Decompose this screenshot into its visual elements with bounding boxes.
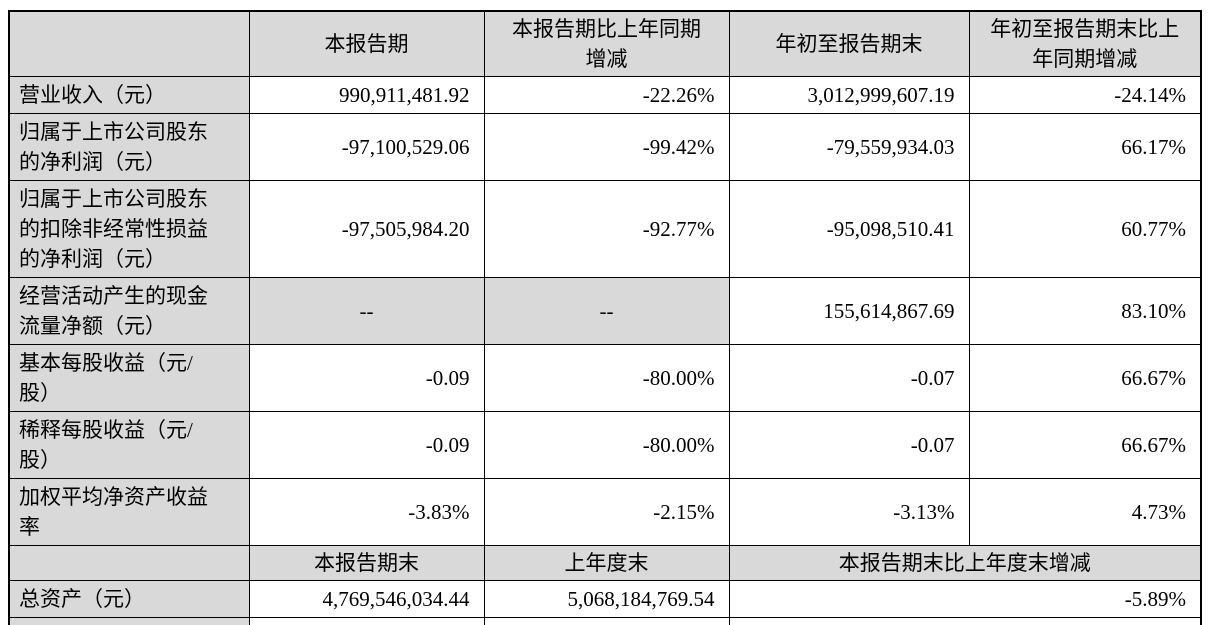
value-cell: 3,012,999,607.19 [728, 76, 970, 114]
value-cell: -22.26% [483, 76, 730, 114]
row-label: 归属于上市公司股东 的扣除非经常性损益 的净利润（元） [8, 180, 250, 278]
table-row-operating-cash-flow: 经营活动产生的现金 流量净额（元） -- -- 155,614,867.69 8… [8, 277, 1202, 345]
col-header-current-period: 本报告期 [248, 10, 485, 77]
value-cell: -0.09 [248, 344, 485, 412]
value-cell-empty: -- [248, 277, 485, 345]
financial-summary-table: 本报告期 本报告期比上年同期 增减 年初至报告期末 年初至报告期末比上 年同期增… [8, 10, 1202, 625]
value-cell: -3.13% [728, 478, 970, 546]
value-cell: -92.77% [483, 180, 730, 278]
value-cell: 83.10% [968, 277, 1202, 345]
value-cell: 2,497,579,067.40 [248, 617, 485, 625]
value-cell: -0.07 [728, 344, 970, 412]
table-row-equity: 归属于上市公司股东 的所有者权益（元） 2,497,579,067.40 2,5… [8, 617, 1202, 625]
header-row-period: 本报告期 本报告期比上年同期 增减 年初至报告期末 年初至报告期末比上 年同期增… [8, 10, 1202, 77]
value-cell: -97,505,984.20 [248, 180, 485, 278]
value-cell: -2.15% [483, 478, 730, 546]
value-cell: 66.67% [968, 411, 1202, 479]
row-label: 稀释每股收益（元/ 股） [8, 411, 250, 479]
value-cell: 2,581,385,372.92 [483, 617, 730, 625]
value-cell: 60.77% [968, 180, 1202, 278]
value-cell: -0.09 [248, 411, 485, 479]
row-label: 总资产（元） [8, 580, 250, 618]
value-cell: 4.73% [968, 478, 1202, 546]
header-row-period-end: 本报告期末 上年度末 本报告期末比上年度末增减 [8, 545, 1202, 581]
col-header-period-end-change: 本报告期末比上年度末增减 [728, 545, 1202, 581]
value-cell: -95,098,510.41 [728, 180, 970, 278]
value-cell: 66.67% [968, 344, 1202, 412]
value-cell: -24.14% [968, 76, 1202, 114]
header-corner-cell [8, 545, 250, 581]
col-header-current-period-end: 本报告期末 [248, 545, 485, 581]
col-header-current-period-yoy: 本报告期比上年同期 增减 [483, 10, 730, 77]
value-cell: 4,769,546,034.44 [248, 580, 485, 618]
value-cell: -3.83% [248, 478, 485, 546]
value-cell: -79,559,934.03 [728, 113, 970, 181]
value-cell: 990,911,481.92 [248, 76, 485, 114]
row-label: 基本每股收益（元/ 股） [8, 344, 250, 412]
row-label: 归属于上市公司股东 的所有者权益（元） [8, 617, 250, 625]
table-row-basic-eps: 基本每股收益（元/ 股） -0.09 -80.00% -0.07 66.67% [8, 344, 1202, 412]
value-cell-merged: -3.25% [728, 617, 1202, 625]
row-label: 归属于上市公司股东 的净利润（元） [8, 113, 250, 181]
value-cell: -80.00% [483, 411, 730, 479]
table-row-net-profit-excl-nonrecurring: 归属于上市公司股东 的扣除非经常性损益 的净利润（元） -97,505,984.… [8, 180, 1202, 278]
value-cell-merged: -5.89% [728, 580, 1202, 618]
value-cell: 155,614,867.69 [728, 277, 970, 345]
value-cell: 5,068,184,769.54 [483, 580, 730, 618]
row-label: 经营活动产生的现金 流量净额（元） [8, 277, 250, 345]
value-cell: -99.42% [483, 113, 730, 181]
row-label: 加权平均净资产收益 率 [8, 478, 250, 546]
header-corner-cell [8, 10, 250, 77]
table-row-weighted-avg-roe: 加权平均净资产收益 率 -3.83% -2.15% -3.13% 4.73% [8, 478, 1202, 546]
col-header-ytd-yoy: 年初至报告期末比上 年同期增减 [968, 10, 1202, 77]
col-header-ytd: 年初至报告期末 [728, 10, 970, 77]
table-row-total-assets: 总资产（元） 4,769,546,034.44 5,068,184,769.54… [8, 580, 1202, 618]
value-cell-empty: -- [483, 277, 730, 345]
table-row-diluted-eps: 稀释每股收益（元/ 股） -0.09 -80.00% -0.07 66.67% [8, 411, 1202, 479]
row-label: 营业收入（元） [8, 76, 250, 114]
value-cell: 66.17% [968, 113, 1202, 181]
table-row-net-profit: 归属于上市公司股东 的净利润（元） -97,100,529.06 -99.42%… [8, 113, 1202, 181]
col-header-prev-year-end: 上年度末 [483, 545, 730, 581]
value-cell: -80.00% [483, 344, 730, 412]
value-cell: -0.07 [728, 411, 970, 479]
value-cell: -97,100,529.06 [248, 113, 485, 181]
table-row-revenue: 营业收入（元） 990,911,481.92 -22.26% 3,012,999… [8, 76, 1202, 114]
